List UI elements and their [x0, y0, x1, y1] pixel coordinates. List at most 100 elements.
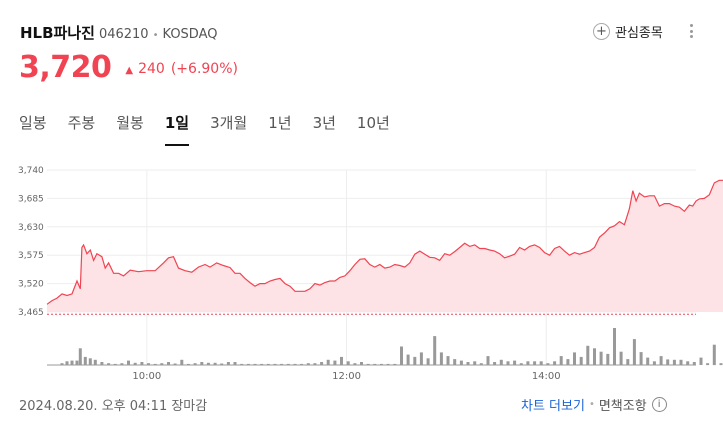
- volume-bar: [83, 356, 87, 365]
- tab-1year[interactable]: 1년: [268, 114, 292, 132]
- volume-bar: [666, 359, 670, 365]
- volume-bar: [606, 353, 610, 365]
- y-tick-label: 3,630: [18, 223, 44, 233]
- volume-bar: [127, 360, 130, 365]
- tab-3year[interactable]: 3년: [312, 114, 336, 132]
- y-tick-label: 3,740: [18, 166, 44, 176]
- info-icon[interactable]: i: [651, 397, 667, 412]
- volume-bar: [499, 359, 503, 365]
- volume-bar: [579, 356, 583, 365]
- volume-bar: [393, 363, 397, 365]
- tab-monthly[interactable]: 월봉: [116, 114, 144, 132]
- y-tick-label: 3,520: [18, 280, 44, 290]
- volume-bar: [346, 361, 350, 365]
- volume-bar: [453, 359, 457, 365]
- y-tick-label: 3,685: [18, 194, 44, 204]
- more-options-icon[interactable]: [688, 22, 694, 40]
- tab-1day[interactable]: 1일: [164, 112, 190, 146]
- volume-bar: [353, 363, 357, 366]
- disclaimer-link[interactable]: 면책조항: [598, 399, 647, 414]
- stock-code: 046210: [98, 27, 149, 42]
- volume-bar: [706, 363, 710, 366]
- tab-weekly[interactable]: 주봉: [67, 114, 96, 132]
- market-timestamp: 2024.08.20. 오후 04:11 장마감: [19, 399, 208, 414]
- volume-bar: [93, 359, 97, 365]
- tab-10year[interactable]: 10년: [356, 114, 390, 132]
- volume-bar: [326, 359, 330, 365]
- volume-bar: [113, 363, 117, 365]
- volume-bar: [719, 363, 723, 366]
- volume-bar: [553, 361, 557, 365]
- volume-bar: [539, 361, 543, 365]
- tab-daily[interactable]: 일봉: [19, 114, 47, 132]
- volume-bar: [692, 362, 696, 365]
- volume-bar: [659, 356, 663, 365]
- watchlist-label: 관심종목: [615, 26, 663, 41]
- volume-bar: [226, 362, 230, 365]
- volume-bar: [652, 361, 656, 365]
- x-tick-label: 10:00: [132, 371, 161, 382]
- market-name: KOSDAQ: [162, 27, 218, 42]
- volume-bar: [293, 363, 297, 365]
- price-line: [46, 179, 723, 305]
- volume-bar: [599, 351, 603, 365]
- volume-bar: [459, 360, 463, 365]
- volume-bar: [679, 359, 683, 365]
- volume-bar: [286, 363, 290, 365]
- volume-bar: [313, 363, 317, 366]
- volume-bar: [78, 348, 82, 365]
- volume-bar: [340, 356, 343, 365]
- volume-bar: [75, 360, 79, 365]
- volume-bar: [513, 360, 517, 365]
- volume-bar: [593, 348, 596, 365]
- volume-bar: [619, 351, 623, 365]
- volume-bar: [712, 344, 716, 366]
- volume-bar: [632, 339, 636, 365]
- volume-bar: [493, 362, 497, 365]
- volume-bar: [646, 357, 650, 365]
- volume-bar: [366, 363, 370, 365]
- intraday-chart[interactable]: 3,740 3,685 3,630 3,575 3,520 3,465 10:00 12:00…: [0, 155, 723, 385]
- volume-bar: [193, 363, 197, 366]
- more-chart-link[interactable]: 차트 더보기: [521, 399, 585, 414]
- volume-bar: [220, 363, 224, 365]
- volume-bar: [246, 363, 250, 365]
- price-change: 240: [138, 61, 165, 77]
- up-arrow-icon: ▲: [125, 65, 134, 76]
- volume-bar: [519, 363, 523, 366]
- volume-bar: [533, 361, 537, 365]
- price-area: [47, 180, 723, 312]
- volume-bar: [200, 362, 204, 365]
- volume-bar: [70, 360, 74, 365]
- volume-bar: [433, 336, 437, 365]
- tab-3month[interactable]: 3개월: [210, 114, 248, 132]
- volume-bar: [686, 361, 690, 365]
- volume-bar: [107, 363, 111, 366]
- volume-bar: [186, 363, 190, 365]
- volume-bar: [173, 363, 177, 365]
- stock-header: HLB파나진 046210 • KOSDAQ: [20, 22, 217, 43]
- volume-bar: [280, 363, 284, 365]
- volume-bar: [180, 359, 184, 365]
- volume-bar: [479, 363, 483, 366]
- volume-bar: [160, 363, 164, 366]
- footer-separator: •: [588, 399, 595, 410]
- volume-bar: [206, 362, 210, 365]
- volume-bar: [153, 363, 157, 365]
- add-watchlist-button[interactable]: + 관심종목: [593, 22, 663, 41]
- volume-bar: [373, 363, 377, 365]
- volume-bar: [466, 362, 470, 365]
- volume-bar: [559, 356, 563, 365]
- volume-bar: [240, 363, 244, 365]
- volume-bar: [586, 345, 590, 365]
- volume-bar: [133, 362, 137, 365]
- x-tick-label: 14:00: [532, 371, 561, 382]
- volume-bar: [419, 352, 423, 365]
- volume-bar: [506, 361, 510, 365]
- price-row: 3,720 ▲ 240 (+6.90%): [19, 50, 238, 85]
- volume-bar: [672, 359, 676, 365]
- volume-bar: [147, 363, 150, 366]
- price-change-percent: (+6.90%): [170, 61, 238, 77]
- x-tick-label: 12:00: [332, 371, 361, 382]
- volume-bar: [699, 357, 703, 365]
